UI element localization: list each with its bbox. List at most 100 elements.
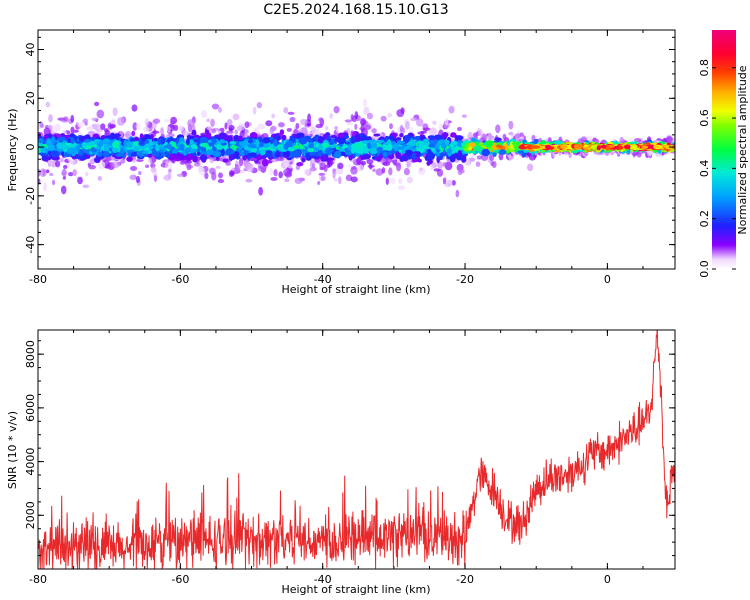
spectrogram-cell [367, 164, 375, 168]
spectrogram-cell [115, 153, 123, 157]
spectrogram-cell [397, 178, 403, 185]
spectrogram-cell [338, 148, 345, 152]
spectrogram-cell [362, 98, 368, 108]
spectrogram-cell [354, 143, 363, 149]
spectrogram-cell [285, 140, 294, 148]
spectrogram-cell [211, 171, 217, 181]
spectrogram-cell [193, 138, 200, 143]
spectrogram-cell [347, 122, 354, 126]
spectrogram-cell [150, 166, 157, 173]
spectrogram-cell [103, 144, 110, 152]
snr-ytick-label: 2000 [24, 501, 37, 529]
spectrogram-cell [77, 176, 83, 185]
spectrogram-cell [544, 144, 551, 149]
spectrogram-cell [364, 124, 372, 130]
spectrogram-cell [400, 156, 407, 160]
spectrogram-cell [274, 152, 281, 157]
spectrogram-cell [209, 158, 215, 164]
spectrogram-cell [125, 141, 134, 147]
spectrogram-cell [126, 156, 133, 162]
spectrogram-cell [326, 162, 331, 169]
spectrogram-cell [293, 129, 299, 134]
spectrogram-cell [232, 113, 240, 121]
spectrogram-cell [238, 157, 244, 167]
spectrogram-cell [400, 127, 406, 134]
spectrogram-cell [112, 107, 118, 117]
spectrogram-cell [444, 161, 453, 171]
spectrogram-cell [330, 135, 337, 139]
spectrogram-cell [366, 112, 374, 120]
spectrogram-cell [285, 150, 290, 157]
spectrogram-cell [404, 121, 410, 130]
spectrogram-cell [596, 145, 601, 151]
spectrogram-cell [338, 176, 342, 185]
spectrogram-cell [446, 179, 453, 187]
spectrogram-cell [271, 113, 275, 119]
spectrogram-cell [354, 123, 358, 130]
spectrogram-cell [193, 162, 201, 167]
spectrogram-cell [508, 131, 514, 136]
spectrogram-cell [299, 137, 308, 145]
spectrogram-cell [186, 138, 190, 146]
spectrogram-cell [538, 145, 547, 150]
spectrogram-cell [134, 145, 140, 151]
spectrogram-cell [243, 150, 249, 155]
spectrogram-cell [258, 186, 264, 196]
spectrogram-cell [641, 145, 649, 149]
spectrogram-cell [320, 155, 327, 162]
spectrogram-cell [205, 133, 212, 140]
spectrogram-cell [50, 136, 56, 145]
spectrogram-heatmap [38, 98, 675, 198]
spectrogram-cell [329, 113, 334, 119]
spectrogram-cell [147, 158, 152, 164]
spectrogram-cell [142, 134, 152, 140]
spectrogram-cell [71, 129, 79, 133]
spectrogram-cell [281, 134, 287, 141]
spectrogram-cell [179, 160, 185, 165]
spectrogram-cell [66, 147, 76, 153]
spectrogram-cell [49, 172, 54, 176]
spectrogram-cell [382, 151, 388, 157]
spectrogram-cell [239, 141, 247, 147]
spectrogram-cell [125, 146, 132, 151]
spectrogram-cell [206, 118, 211, 123]
spectrogram-cell [201, 110, 208, 119]
spectrogram-cell [46, 138, 52, 146]
spectrogram-cell [47, 158, 52, 167]
spectrogram-cell [109, 124, 116, 129]
spectrogram-xlabel: Height of straight line (km) [281, 283, 430, 296]
spectrogram-cell [467, 146, 472, 151]
snr-xtick-label: -40 [314, 573, 332, 586]
spectrogram-cell [97, 151, 102, 156]
spectrogram-cell [70, 114, 75, 123]
spectrogram-cell [97, 160, 106, 170]
spectrogram-cell [334, 150, 342, 159]
spectrogram-cell [94, 101, 100, 107]
spectrogram-cell [38, 168, 41, 177]
spectrogram-cell [305, 152, 310, 159]
spectrogram-cell [151, 130, 160, 134]
spectrogram-cell [381, 167, 386, 174]
spectrogram-cell [273, 169, 278, 177]
spectrogram-cell [59, 157, 64, 163]
spectrogram-cell [255, 139, 260, 148]
spectrogram-cell [350, 176, 358, 183]
spectrogram-cell [138, 140, 144, 145]
spectrogram-cell [395, 162, 402, 172]
spectrogram-cell [260, 148, 266, 156]
spectrogram-cell [393, 143, 398, 151]
spectrogram-cell [196, 151, 201, 156]
spectrogram-cell [457, 150, 462, 159]
spectrogram-cell [249, 157, 258, 162]
spectrogram-cell [344, 141, 351, 145]
spectrogram-cell [439, 152, 447, 157]
spectrogram-cell [102, 138, 111, 145]
snr-ytick-label: 8000 [24, 340, 37, 368]
spectrogram-cell [43, 128, 50, 132]
spectrogram-frame [37, 29, 676, 270]
spectrogram-cell [102, 150, 110, 158]
spectrogram-cell [484, 140, 494, 148]
spectrogram-cell [318, 172, 326, 176]
spectrogram-cell [296, 162, 304, 167]
spectrogram-cell [63, 165, 68, 169]
